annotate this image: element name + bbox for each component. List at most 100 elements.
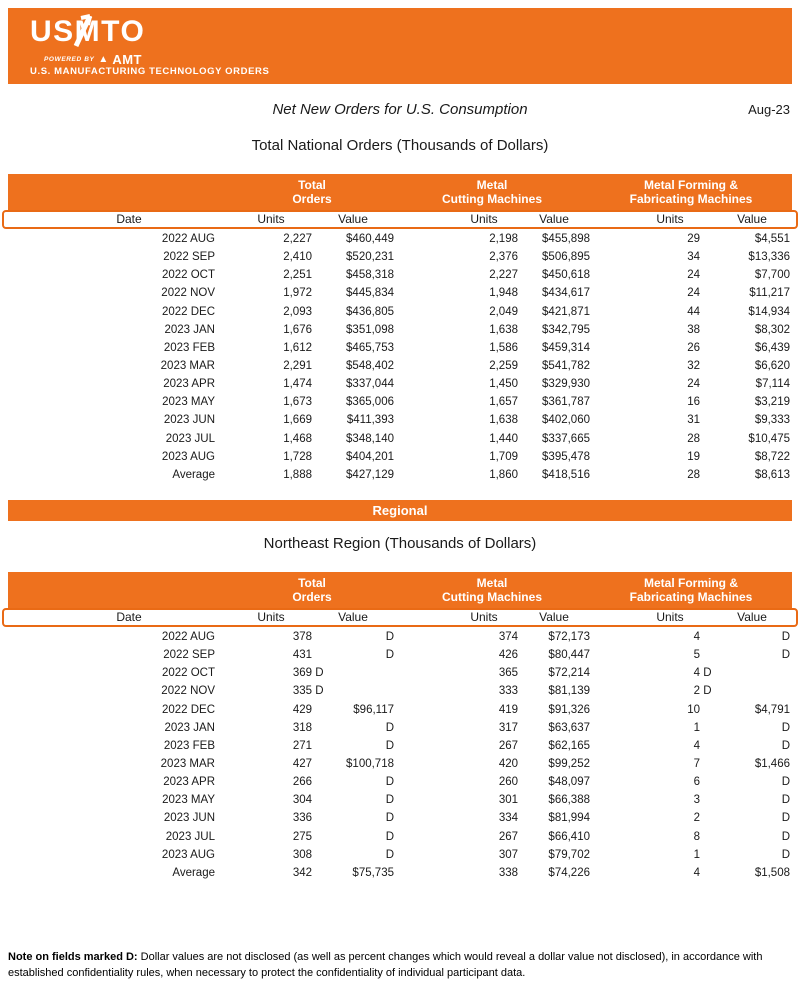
cell: $99,252	[548, 757, 590, 770]
cell: $7,700	[754, 269, 790, 282]
cell: 1,657	[489, 396, 518, 409]
cell: $8,722	[754, 450, 790, 463]
cell: 267	[498, 739, 518, 752]
cell: $348,140	[346, 432, 394, 445]
cell: 38	[687, 323, 700, 336]
cell: 334	[498, 812, 518, 825]
cell: 2,410	[283, 251, 312, 264]
col-header-date: Date	[116, 212, 142, 226]
cell: $460,449	[346, 233, 394, 245]
cell: $329,930	[542, 378, 590, 391]
cell: $1,466	[754, 757, 790, 770]
cell: 6	[693, 776, 700, 789]
disclosure-note-label: Note on fields marked D:	[8, 951, 138, 963]
table-row: 2023 FEB 1,612 $465,753 1,586 $459,314 26 $6,4…	[8, 339, 792, 357]
cell: 2,227	[283, 233, 312, 245]
cell: $4,551	[754, 233, 790, 245]
col-header-value: Value	[539, 609, 569, 624]
cell: D	[385, 721, 394, 734]
cell: 8	[693, 830, 700, 843]
national-rows: 2022 AUG 2,227 $460,449 2,198 $455,898 29 $4,5…	[8, 230, 792, 484]
cell: 2023 APR	[163, 776, 215, 789]
cell: 2,251	[283, 269, 312, 282]
cell	[700, 664, 792, 682]
table-row: 2023 AUG 308 D 307 $79,702 1 D	[8, 846, 792, 864]
cell: 260	[498, 776, 518, 789]
cell: 304	[292, 794, 312, 807]
cell: 1,860	[489, 468, 518, 481]
northeast-subheader: Date Units Value Units Value Units Value	[2, 607, 798, 627]
cell: D	[781, 830, 790, 843]
table-row: 2022 SEP 431 D 426 $80,447 5 D	[8, 646, 792, 664]
amt-logo: AMT	[112, 52, 142, 67]
table-row: 2023 APR 1,474 $337,044 1,450 $329,930 24 $7,1…	[8, 375, 792, 393]
cell: 2023 JUN	[163, 812, 215, 825]
cell: 1,440	[489, 432, 518, 445]
table-row: 2022 AUG 2,227 $460,449 2,198 $455,898 29 $4,5…	[8, 230, 792, 248]
cell: 2022 DEC	[161, 305, 215, 318]
cell: 24	[687, 269, 700, 282]
group-spacer	[8, 576, 230, 608]
table-row: 2023 JUN 336 D 334 $81,994 2 D	[8, 809, 792, 827]
table-row: Average 342 $75,735 338 $74,226 4 $1,508	[8, 864, 792, 882]
cell: 336	[292, 812, 312, 825]
cell: 1,676	[283, 323, 312, 336]
cell: 1,638	[489, 323, 518, 336]
cell: 2023 JUL	[165, 432, 215, 445]
cell: D	[781, 812, 790, 825]
cell: 2022 SEP	[163, 649, 215, 662]
cell: 2022 AUG	[161, 233, 215, 245]
group-total-orders: Total Orders	[292, 575, 332, 604]
table-row: 2023 FEB 271 D 267 $62,165 4 D	[8, 737, 792, 755]
cell: 3	[693, 794, 700, 807]
cell: $445,834	[346, 287, 394, 300]
cell: 307	[498, 848, 518, 861]
cell: D	[781, 776, 790, 789]
cell: $6,620	[754, 359, 790, 372]
cell	[312, 682, 394, 700]
cell: 429	[292, 703, 312, 716]
cell: 2,376	[489, 251, 518, 264]
cell: D	[781, 794, 790, 807]
cell: $7,114	[755, 378, 790, 391]
cell: 2022 NOV	[161, 287, 215, 300]
cell: 2 D	[693, 685, 712, 698]
cell: 19	[687, 450, 700, 463]
cell: 2023 JUN	[163, 414, 215, 427]
cell: 2023 MAR	[160, 757, 215, 770]
cell: 2023 MAY	[162, 396, 215, 409]
cell: D	[781, 630, 790, 643]
cell: $66,410	[548, 830, 590, 843]
cell: $365,006	[346, 396, 394, 409]
cell: 431	[292, 649, 312, 662]
cell: 2023 AUG	[161, 450, 215, 463]
cell: D	[781, 848, 790, 861]
table-row: 2023 MAY 1,673 $365,006 1,657 $361,787 16 $3,2…	[8, 393, 792, 411]
cell: $14,934	[748, 305, 790, 318]
cell: 2,198	[489, 233, 518, 245]
cell: 1,709	[489, 450, 518, 463]
powered-by: POWERED BY ▲ AMT	[44, 52, 142, 67]
cell: $66,388	[548, 794, 590, 807]
cell: 1,888	[283, 468, 312, 481]
cell: 2,227	[489, 269, 518, 282]
table-row: 2022 DEC 2,093 $436,805 2,049 $421,871 44 $14,…	[8, 303, 792, 321]
cell: 24	[687, 378, 700, 391]
cell: $91,326	[548, 703, 590, 716]
cell: $465,753	[346, 341, 394, 354]
report-date: Aug-23	[748, 102, 790, 117]
cell: 1,972	[283, 287, 312, 300]
cell: $74,226	[548, 866, 590, 879]
cell: $418,516	[542, 468, 590, 481]
cell: 2,259	[489, 359, 518, 372]
cell: 369 D	[292, 667, 324, 680]
col-header-value: Value	[338, 212, 368, 226]
group-total-orders: Total Orders	[292, 178, 332, 206]
cell: 426	[498, 649, 518, 662]
table-row: Average 1,888 $427,129 1,860 $418,516 28 $8,61…	[8, 466, 792, 484]
cell: $411,393	[346, 414, 394, 427]
table-row: 2022 OCT 369 D 365 $72,214 4 D	[8, 664, 792, 682]
regional-banner: Regional	[8, 499, 792, 521]
cell: 275	[292, 830, 312, 843]
cell: $520,231	[346, 251, 394, 264]
